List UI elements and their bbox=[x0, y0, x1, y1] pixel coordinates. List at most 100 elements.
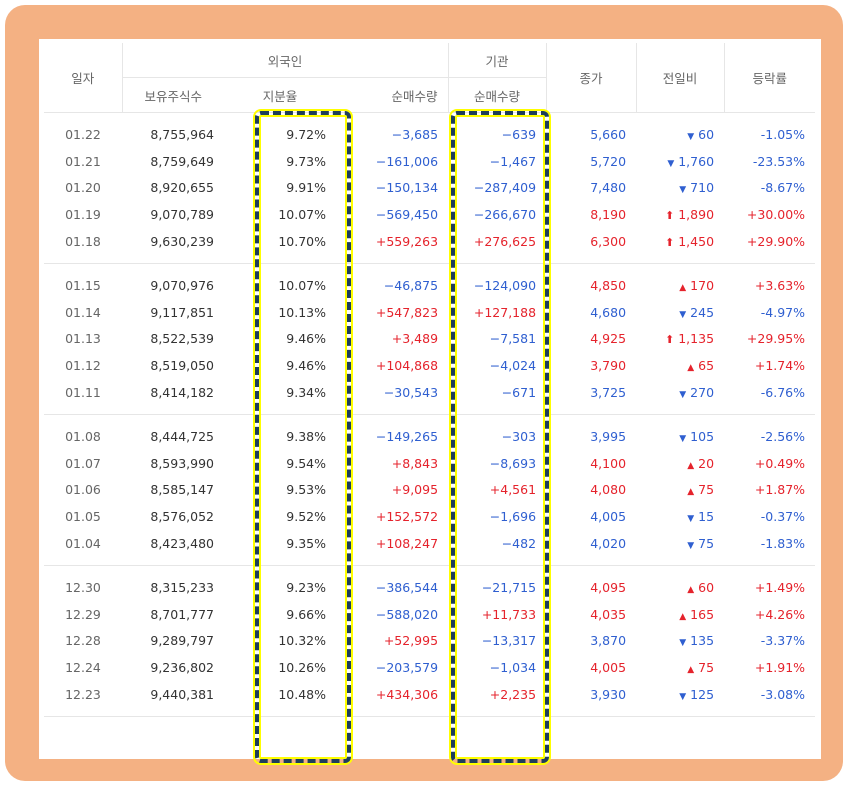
close-cell: 8,190 bbox=[590, 207, 627, 223]
share-cell: 10.48% bbox=[278, 687, 326, 703]
share-cell: 9.46% bbox=[286, 358, 326, 374]
change-value: 1,760 bbox=[678, 153, 715, 169]
holdings-cell: 9,440,381 bbox=[150, 687, 214, 703]
holdings-cell: 8,522,539 bbox=[150, 331, 214, 347]
foreign-net-cell: −149,265 bbox=[375, 428, 439, 444]
change-value: 270 bbox=[690, 385, 715, 401]
share-cell: 9.73% bbox=[286, 153, 326, 169]
foreign-net-cell: +9,095 bbox=[391, 482, 439, 498]
inst-net-cell: −13,317 bbox=[481, 633, 537, 649]
foreign-net-cell: +559,263 bbox=[375, 234, 439, 250]
header-date: 일자 bbox=[44, 43, 122, 113]
date-cell: 01.06 bbox=[65, 482, 101, 498]
change-value: 15 bbox=[698, 509, 715, 525]
table-row: 12.24 9,236,802 10.26% −203,579 −1,034 4,005 ▲… bbox=[44, 654, 815, 681]
close-cell: 5,660 bbox=[590, 126, 627, 142]
holdings-cell: 9,070,976 bbox=[150, 277, 214, 293]
close-cell: 7,480 bbox=[590, 180, 627, 196]
holdings-cell: 9,117,851 bbox=[150, 304, 214, 320]
foreign-net-cell: −386,544 bbox=[375, 579, 439, 595]
holdings-cell: 8,593,990 bbox=[150, 455, 214, 471]
change-cell: ▼ 135 bbox=[636, 628, 724, 655]
inst-net-cell: +4,561 bbox=[489, 482, 537, 498]
share-cell: 9.38% bbox=[286, 428, 326, 444]
inst-net-cell: −1,034 bbox=[489, 660, 537, 676]
date-cell: 01.21 bbox=[65, 153, 101, 169]
holdings-cell: 8,519,050 bbox=[150, 358, 214, 374]
rate-cell: -3.08% bbox=[760, 687, 806, 703]
foreign-net-cell: +108,247 bbox=[375, 536, 439, 552]
change-value: 75 bbox=[698, 482, 715, 498]
foreign-net-cell: +434,306 bbox=[375, 687, 439, 703]
date-cell: 01.15 bbox=[65, 277, 101, 293]
change-cell: ⬆ 1,135 bbox=[636, 326, 724, 353]
holdings-cell: 8,423,480 bbox=[150, 536, 214, 552]
change-value: 245 bbox=[690, 304, 715, 320]
holdings-cell: 8,755,964 bbox=[150, 126, 214, 142]
date-cell: 12.30 bbox=[65, 579, 101, 595]
foreign-net-cell: +547,823 bbox=[375, 304, 439, 320]
rate-cell: -6.76% bbox=[760, 385, 806, 401]
rate-cell: -1.83% bbox=[760, 536, 806, 552]
group-separator bbox=[44, 405, 816, 415]
change-value: 20 bbox=[698, 455, 715, 471]
foreign-net-cell: −161,006 bbox=[375, 153, 439, 169]
table-row: 01.08 8,444,725 9.38% −149,265 −303 3,995 ▼ 105… bbox=[44, 423, 815, 450]
table-row: 01.19 9,070,789 10.07% −569,450 −266,670 8,19… bbox=[44, 201, 815, 228]
table-row: 01.21 8,759,649 9.73% −161,006 −1,467 5,720 ▼ 1… bbox=[44, 148, 815, 175]
foreign-net-cell: −30,543 bbox=[383, 385, 439, 401]
inst-net-cell: −482 bbox=[501, 536, 537, 552]
holdings-cell: 8,759,649 bbox=[150, 153, 214, 169]
change-cell: ▲ 60 bbox=[636, 574, 724, 601]
down-arrow-icon: ▼ bbox=[667, 158, 675, 169]
table-row: 01.11 8,414,182 9.34% −30,543 −671 3,725 ▼ 270 -… bbox=[44, 379, 815, 406]
share-cell: 10.13% bbox=[278, 304, 326, 320]
close-cell: 4,080 bbox=[590, 482, 627, 498]
close-cell: 4,850 bbox=[590, 277, 627, 293]
down-arrow-icon: ▼ bbox=[679, 185, 687, 196]
up-arrow-icon: ▲ bbox=[687, 487, 695, 498]
foreign-net-cell: −46,875 bbox=[383, 277, 439, 293]
share-cell: 9.34% bbox=[286, 385, 326, 401]
close-cell: 4,005 bbox=[590, 660, 627, 676]
table-row: 01.05 8,576,052 9.52% +152,572 −1,696 4,005 ▼ 1… bbox=[44, 503, 815, 530]
rate-cell: -8.67% bbox=[760, 180, 806, 196]
inst-net-cell: −1,467 bbox=[489, 153, 537, 169]
foreign-net-cell: −569,450 bbox=[375, 207, 439, 223]
holdings-cell: 8,585,147 bbox=[150, 482, 214, 498]
change-cell: ▼ 60 bbox=[636, 121, 724, 148]
holdings-cell: 9,630,239 bbox=[150, 234, 214, 250]
rate-cell: +0.49% bbox=[754, 455, 806, 471]
date-cell: 01.07 bbox=[65, 455, 101, 471]
foreign-net-cell: +8,843 bbox=[391, 455, 439, 471]
change-cell: ▼ 245 bbox=[636, 299, 724, 326]
rate-cell: -4.97% bbox=[760, 304, 806, 320]
inst-net-cell: −4,024 bbox=[489, 358, 537, 374]
share-cell: 10.70% bbox=[278, 234, 326, 250]
change-value: 1,890 bbox=[678, 207, 715, 223]
upper-limit-arrow-icon: ⬆ bbox=[665, 209, 675, 223]
inst-net-cell: −639 bbox=[501, 126, 537, 142]
group-spacer bbox=[44, 263, 815, 272]
foreign-net-cell: −150,134 bbox=[375, 180, 439, 196]
close-cell: 4,035 bbox=[590, 606, 627, 622]
group-spacer bbox=[44, 113, 815, 122]
rate-cell: +29.95% bbox=[746, 331, 806, 347]
table-row: 01.06 8,585,147 9.53% +9,095 +4,561 4,080 ▲ 75 +… bbox=[44, 477, 815, 504]
close-cell: 3,725 bbox=[590, 385, 627, 401]
inst-net-cell: −124,090 bbox=[473, 277, 537, 293]
change-cell: ▼ 105 bbox=[636, 423, 724, 450]
date-cell: 01.14 bbox=[65, 304, 101, 320]
group-spacer bbox=[44, 565, 815, 574]
change-value: 170 bbox=[690, 277, 715, 293]
close-cell: 3,995 bbox=[590, 428, 627, 444]
inst-net-cell: −287,409 bbox=[473, 180, 537, 196]
share-cell: 10.07% bbox=[278, 207, 326, 223]
table-row: 12.23 9,440,381 10.48% +434,306 +2,235 3,930 ▼… bbox=[44, 681, 815, 708]
change-cell: ▲ 170 bbox=[636, 272, 724, 299]
rate-cell: -2.56% bbox=[760, 428, 806, 444]
inst-net-cell: +2,235 bbox=[489, 687, 537, 703]
share-cell: 9.46% bbox=[286, 331, 326, 347]
foreign-net-cell: +3,489 bbox=[391, 331, 439, 347]
rate-cell: +1.91% bbox=[754, 660, 806, 676]
